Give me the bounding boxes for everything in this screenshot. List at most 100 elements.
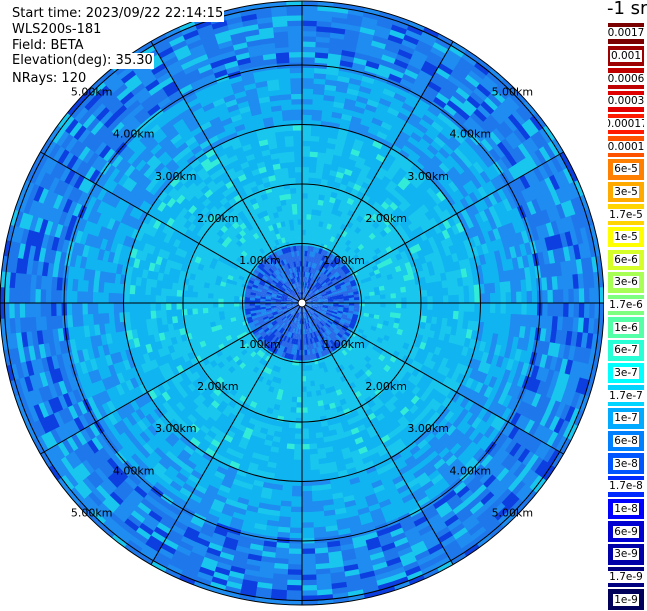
data-cell [290,517,302,523]
data-cell [288,543,302,549]
data-cell [365,303,371,307]
data-cell [294,439,302,445]
data-cell [495,303,501,314]
data-cell [302,219,307,225]
data-cell [298,366,302,372]
data-cell [301,569,316,575]
data-cell [297,392,302,398]
data-cell [302,151,311,157]
data-cell [354,297,360,301]
data-cell [422,303,428,310]
data-cell [500,292,506,304]
data-cell [301,580,317,586]
data-cell [375,295,381,300]
data-cell [301,470,311,476]
data-cell [291,486,302,492]
data-cell [516,291,522,303]
data-cell [302,166,310,172]
data-cell [511,303,517,315]
data-cell [302,161,310,167]
data-cell [301,439,309,445]
data-cell [290,501,302,507]
data-cell [386,303,392,308]
data-cell [406,303,412,309]
data-cell [306,376,311,382]
data-cell [301,428,308,434]
data-cell [526,303,532,316]
data-cell [532,303,538,316]
data-cell [302,203,308,209]
data-cell [469,303,475,313]
data-cell [301,585,317,591]
data-cell [302,208,307,214]
data-cell [542,303,548,317]
data-cell [490,303,496,314]
data-cell [375,303,381,307]
data-cell [469,294,475,304]
data-cell [302,240,306,246]
ppi-plot: 1.00km1.00km1.00km1.00km2.00km2.00km2.00… [0,0,604,607]
data-cell [302,156,310,162]
data-cell [295,413,302,419]
data-cell [298,371,302,377]
data-cell [305,365,309,371]
data-cell [294,434,302,440]
data-cell [521,291,527,304]
data-cell [301,522,314,528]
data-cell [301,486,312,492]
data-cell [443,303,449,311]
data-cell [302,135,311,141]
data-cell [305,355,309,361]
data-cell [302,182,309,188]
data-cell [302,177,309,183]
data-cell [302,172,309,178]
data-cell [521,303,527,316]
data-cell [464,294,470,303]
data-cell [301,554,315,560]
data-cell [385,294,391,299]
data-cell [302,187,309,193]
data-cell [370,303,376,307]
data-cell [301,454,310,460]
data-cell [448,295,454,304]
data-cell [293,449,302,455]
data-cell [298,360,302,366]
data-cell [291,491,302,497]
data-cell [301,507,313,513]
data-cell [302,224,306,230]
data-cell [297,387,302,393]
data-cell [584,288,590,304]
data-cell [302,98,314,104]
data-cell [301,434,309,440]
data-cell [302,83,314,89]
data-cell [464,303,470,312]
data-cell [495,293,501,304]
data-cell [301,528,314,534]
data-cell [563,289,569,304]
data-cell [485,303,491,314]
data-cell [302,125,312,131]
data-cell [301,460,310,466]
data-cell [291,496,302,502]
data-cell [427,296,433,303]
data-cell [302,109,313,115]
data-cell [301,465,310,471]
data-cell [293,460,302,466]
data-cell [301,496,312,502]
data-cell [306,386,311,392]
data-cell [302,130,312,136]
data-cell [301,517,313,523]
data-cell [302,114,313,120]
data-cell [474,294,480,304]
data-cell [380,294,386,299]
data-cell [301,575,317,581]
data-cell [302,88,314,94]
data-cell [396,303,402,309]
data-cell [506,292,512,304]
data-cell [295,418,302,424]
data-cell [438,296,444,304]
data-cell [422,296,428,303]
data-cell [302,93,314,99]
data-cell [558,289,564,304]
data-cell [301,491,312,497]
